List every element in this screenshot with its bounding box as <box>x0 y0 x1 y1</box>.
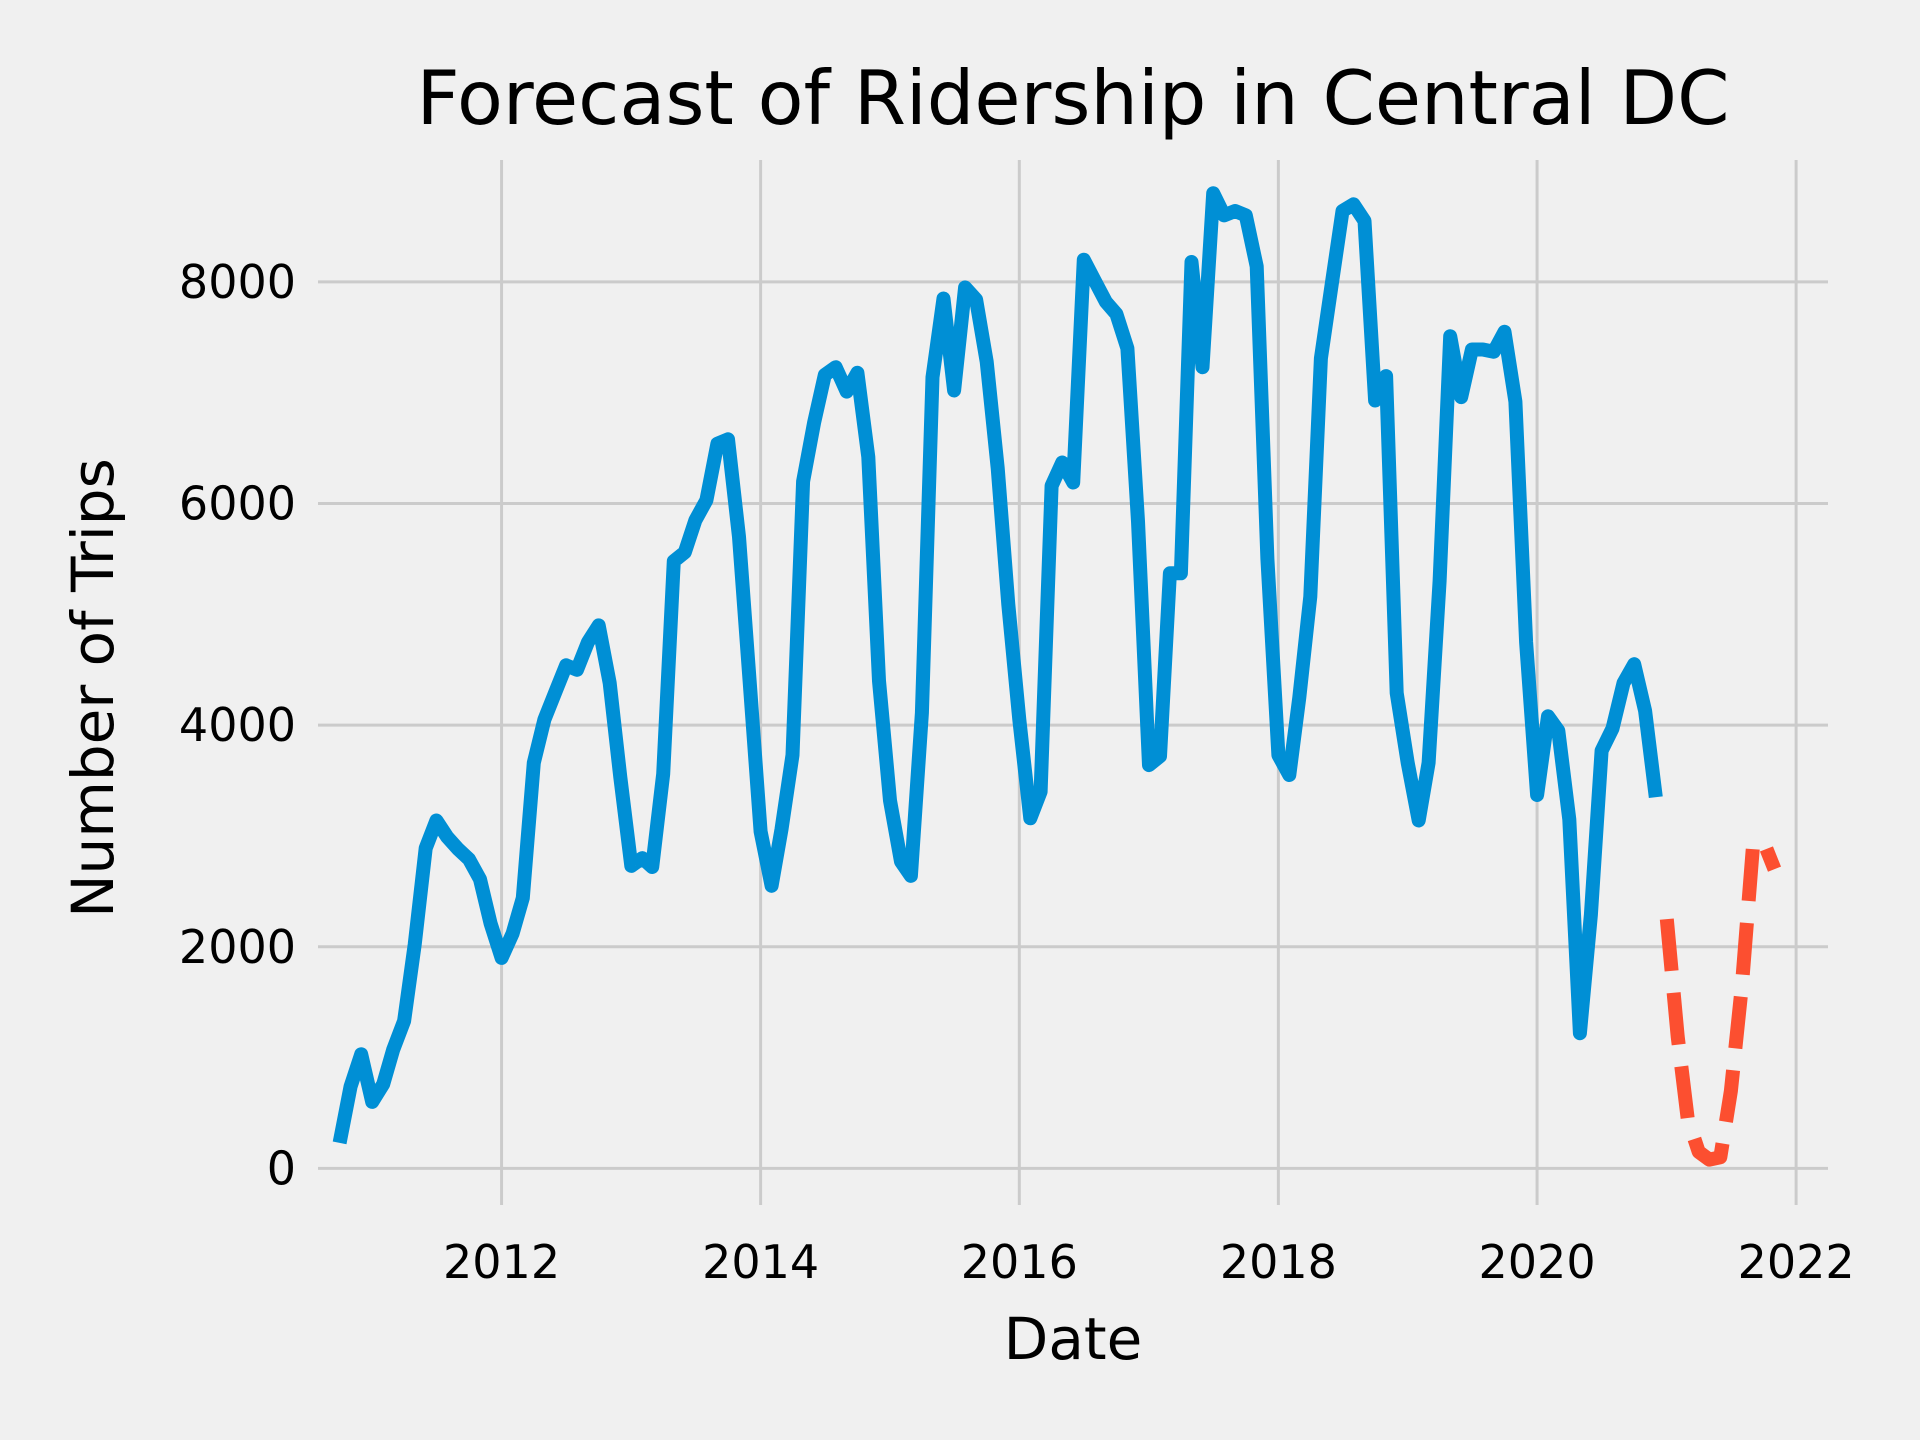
y-tick-label: 0 <box>267 1141 296 1195</box>
x-tick-labels: 2012 2014 2016 2018 2020 2022 <box>443 1235 1855 1289</box>
series-layer <box>332 186 1782 1167</box>
y-tick-label: 6000 <box>179 477 296 531</box>
y-tick-label: 8000 <box>179 255 296 309</box>
y-tick-label: 2000 <box>179 920 296 974</box>
forecast-series-line <box>1659 834 1782 1167</box>
grid <box>318 160 1828 1205</box>
chart-title: Forecast of Ridership in Central DC <box>416 54 1729 142</box>
x-tick-label: 2022 <box>1738 1235 1855 1289</box>
x-tick-label: 2020 <box>1479 1235 1596 1289</box>
x-tick-label: 2016 <box>961 1235 1078 1289</box>
y-tick-labels: 0 2000 4000 6000 8000 <box>179 255 296 1196</box>
y-tick-label: 4000 <box>179 698 296 752</box>
y-axis-label: Number of Trips <box>59 458 127 918</box>
observed-series-line <box>332 186 1663 1145</box>
x-axis-label: Date <box>1004 1305 1143 1373</box>
x-tick-label: 2014 <box>702 1235 819 1289</box>
x-tick-label: 2018 <box>1220 1235 1337 1289</box>
x-tick-label: 2012 <box>443 1235 560 1289</box>
